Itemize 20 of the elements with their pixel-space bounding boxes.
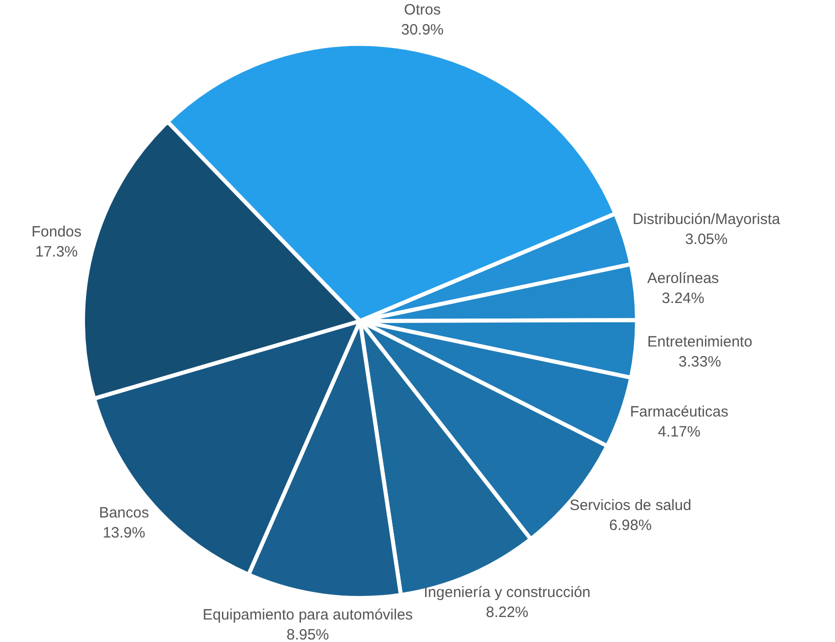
slice-label: Bancos [98, 504, 149, 522]
data-label: 8.22% [486, 604, 528, 622]
data-label: 6.98% [609, 516, 652, 534]
slice-label: Ingeniería y construcción [424, 584, 591, 602]
data-label: 17.3% [35, 243, 78, 260]
slice-label: Entretenimiento [647, 333, 752, 350]
data-label: 13.9% [102, 524, 146, 542]
data-label: 30.9% [401, 21, 444, 38]
slice-label: Otros [404, 1, 441, 18]
slice-label: Distribución/Mayorista [632, 210, 781, 228]
data-label: 3.33% [678, 353, 722, 370]
data-label: 3.05% [685, 230, 728, 248]
slice-label: Farmacéuticas [630, 404, 728, 421]
slice-label: Fondos [31, 223, 82, 240]
slice-label: Equipamiento para automóviles [202, 606, 413, 624]
data-label: 4.17% [658, 424, 700, 441]
slice-label: Aerolíneas [647, 270, 719, 288]
data-label: 8.95% [286, 626, 330, 642]
slice-label: Servicios de salud [570, 496, 692, 514]
data-label: 3.24% [662, 290, 704, 308]
